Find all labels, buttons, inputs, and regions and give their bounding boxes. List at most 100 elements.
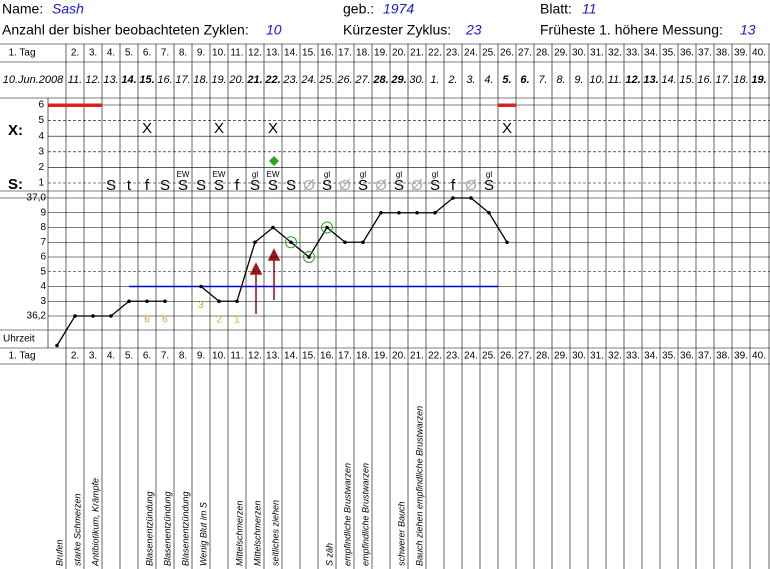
day-label: 37. bbox=[698, 48, 712, 59]
day-label: 10. bbox=[212, 48, 226, 59]
day-label: 39. bbox=[734, 351, 748, 362]
earliest-label: Früheste 1. höhere Messung: bbox=[540, 22, 723, 38]
x-mark: X bbox=[214, 120, 224, 137]
date-label: 12. bbox=[85, 74, 100, 86]
date-label: 24. bbox=[300, 74, 316, 86]
day-label: 23. bbox=[446, 48, 460, 59]
date-label: 26. bbox=[336, 74, 352, 86]
date-label: 16. bbox=[697, 74, 712, 86]
date-label: 30. bbox=[409, 74, 424, 86]
day-label: 25. bbox=[482, 48, 496, 59]
date-label: 5. bbox=[502, 74, 511, 86]
y-tick-label: 3 bbox=[40, 296, 46, 307]
day-label: 7. bbox=[161, 351, 169, 362]
date-label: 29. bbox=[390, 74, 406, 86]
x-row-label: 5 bbox=[38, 115, 44, 126]
day-label: 6. bbox=[143, 351, 151, 362]
day-label: 32. bbox=[608, 48, 622, 59]
day-label: 18. bbox=[356, 48, 370, 59]
y-tick-label: 37,0 bbox=[27, 193, 47, 204]
day-label: 2. bbox=[71, 48, 79, 59]
date-label: 2. bbox=[447, 74, 457, 86]
count: 6 bbox=[162, 315, 168, 326]
shortest-label: Kürzester Zyklus: bbox=[343, 22, 451, 38]
day-label: 17. bbox=[338, 48, 352, 59]
date-label: 18. bbox=[733, 74, 748, 86]
count: 3 bbox=[198, 300, 204, 311]
day-label: 5. bbox=[125, 48, 133, 59]
temperature-point bbox=[253, 240, 257, 245]
date-label: 8. bbox=[556, 74, 565, 86]
name-label: Name: bbox=[2, 1, 43, 17]
temperature-point bbox=[235, 299, 239, 304]
y-tick-label: 36,2 bbox=[27, 311, 47, 322]
x-row-label: 6 bbox=[38, 100, 44, 111]
temperature-point bbox=[505, 240, 509, 245]
day-label: 20. bbox=[392, 48, 406, 59]
day-label: 28. bbox=[536, 351, 550, 362]
mucus: S bbox=[250, 177, 260, 194]
day-label: 33. bbox=[626, 48, 640, 59]
day-label: 8. bbox=[179, 351, 187, 362]
day-label: 31. bbox=[590, 351, 604, 362]
day-label: 12. bbox=[248, 351, 262, 362]
mucus-note: gl bbox=[252, 170, 258, 179]
mucus-note: gl bbox=[486, 170, 492, 179]
date-label: 16. bbox=[157, 74, 172, 86]
highlight bbox=[303, 251, 315, 263]
day-label: 4. bbox=[107, 351, 115, 362]
day-label: 36. bbox=[680, 351, 694, 362]
day-label: 3. bbox=[89, 48, 97, 59]
day-label: 16. bbox=[320, 48, 334, 59]
date-label: 28. bbox=[372, 74, 388, 86]
mucus: S bbox=[430, 177, 440, 194]
day-label: 1. Tag bbox=[8, 48, 35, 59]
arrow-head bbox=[267, 248, 281, 261]
day-label: 27. bbox=[518, 48, 532, 59]
diamond bbox=[269, 156, 279, 166]
cycles-label: Anzahl der bisher beobachteten Zyklen: bbox=[2, 22, 249, 38]
day-label: 28. bbox=[536, 48, 550, 59]
note: empfindliche Brustwarzen bbox=[342, 463, 352, 566]
x-label: X: bbox=[8, 122, 23, 139]
day-label: 6. bbox=[143, 48, 151, 59]
highlight bbox=[321, 221, 333, 234]
born: 1974 bbox=[383, 1, 414, 17]
date-label: 25. bbox=[318, 74, 334, 86]
day-label: 2. bbox=[71, 351, 79, 362]
day-label: 36. bbox=[680, 48, 694, 59]
day-label: 23. bbox=[446, 351, 460, 362]
mucus-note: gl bbox=[432, 170, 438, 179]
date-label: 6. bbox=[520, 74, 529, 86]
date-label: 19. bbox=[751, 74, 766, 86]
temperature-point bbox=[361, 240, 365, 245]
day-label: 19. bbox=[374, 48, 388, 59]
date-label: 1. bbox=[430, 74, 439, 86]
date-label: 10.Jun.2008 bbox=[3, 74, 64, 86]
date-label: 3. bbox=[466, 74, 475, 86]
y-tick-label: 7 bbox=[40, 237, 46, 248]
mucus: S bbox=[484, 177, 494, 194]
x-row-label: 3 bbox=[38, 146, 44, 157]
day-label: 9. bbox=[197, 48, 205, 59]
date-label: 20. bbox=[228, 74, 244, 86]
name: Sash bbox=[52, 1, 84, 17]
temperature-line bbox=[200, 197, 508, 302]
mucus: S bbox=[268, 177, 278, 194]
note: starke Schmerzen bbox=[72, 493, 82, 566]
temperature-point bbox=[145, 299, 149, 304]
mucus: S bbox=[106, 177, 116, 194]
menstruation-bar bbox=[48, 103, 66, 107]
temperature-point bbox=[289, 240, 293, 245]
temperature-point bbox=[415, 210, 419, 215]
day-label: 11. bbox=[230, 48, 243, 59]
date-label: 4. bbox=[484, 74, 493, 86]
date-label: 15. bbox=[139, 74, 154, 86]
date-label: 17. bbox=[715, 74, 730, 86]
day-label: 1. Tag bbox=[8, 351, 35, 362]
mucus-note: EW bbox=[267, 170, 280, 179]
count: 2 bbox=[216, 315, 222, 326]
day-label: 5. bbox=[125, 351, 133, 362]
mucus: f bbox=[145, 177, 150, 194]
date-label: 21. bbox=[246, 74, 262, 86]
